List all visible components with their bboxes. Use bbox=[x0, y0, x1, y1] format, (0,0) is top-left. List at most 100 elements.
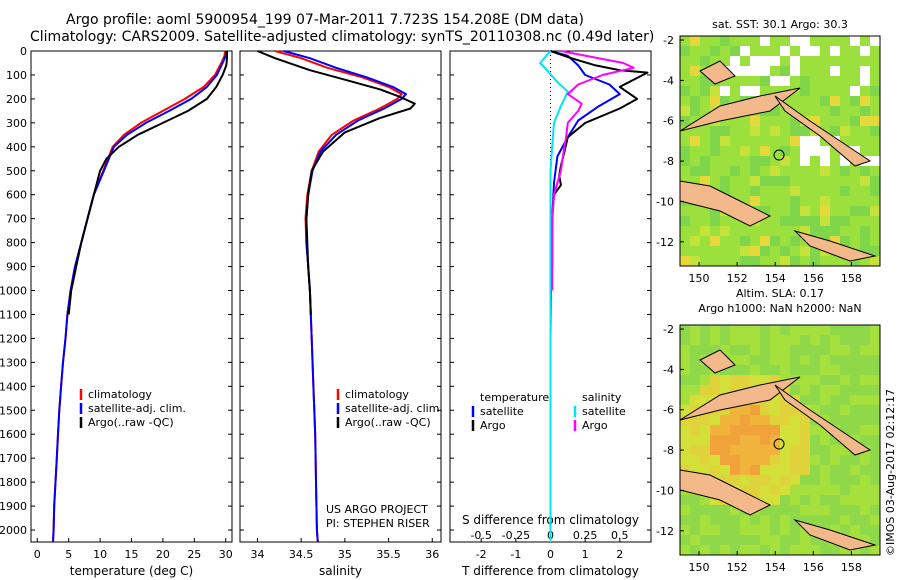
map-cell bbox=[680, 96, 690, 106]
map-cell bbox=[800, 325, 810, 335]
map-cell bbox=[790, 495, 800, 505]
map-cell bbox=[730, 156, 740, 166]
map-cell bbox=[770, 246, 780, 256]
map-cell bbox=[850, 415, 860, 425]
map-cell bbox=[700, 56, 710, 66]
map-cell bbox=[800, 46, 810, 56]
map-cell bbox=[850, 335, 860, 345]
legend-label: satellite-adj. clim. bbox=[88, 402, 186, 415]
map-cell bbox=[760, 186, 770, 196]
map-cell bbox=[870, 186, 880, 196]
map-cell bbox=[680, 66, 690, 76]
series-line-s-satellite bbox=[539, 50, 569, 542]
map-cell bbox=[870, 176, 880, 186]
map-cell bbox=[760, 545, 770, 555]
map-cell bbox=[760, 355, 770, 365]
map-cell bbox=[750, 226, 760, 236]
map-cell bbox=[860, 375, 870, 385]
map-cell bbox=[700, 246, 710, 256]
depth-tick-label: 1100 bbox=[0, 308, 27, 321]
map-cell bbox=[770, 216, 780, 226]
map-cell bbox=[730, 355, 740, 365]
map-cell bbox=[760, 335, 770, 345]
map-cell bbox=[770, 495, 780, 505]
map-cell bbox=[730, 96, 740, 106]
map-cell bbox=[740, 66, 750, 76]
map-cell bbox=[850, 196, 860, 206]
map-cell bbox=[790, 385, 800, 395]
map-cell bbox=[760, 166, 770, 176]
map-cell bbox=[700, 515, 710, 525]
map-cell bbox=[850, 515, 860, 525]
series-line-argo-raw-qc- bbox=[67, 51, 228, 315]
map-cell bbox=[750, 435, 760, 445]
map-cell bbox=[870, 36, 880, 46]
map-cell bbox=[770, 66, 780, 76]
map-cell bbox=[710, 345, 720, 355]
map-cell bbox=[760, 196, 770, 206]
map-cell bbox=[690, 166, 700, 176]
map-cell bbox=[730, 445, 740, 455]
map-cell bbox=[750, 535, 760, 545]
series-line-climatology bbox=[274, 50, 403, 543]
temperature-xtick-label: 30 bbox=[219, 548, 233, 561]
map-cell bbox=[810, 485, 820, 495]
temperature-xtick-label: 5 bbox=[65, 548, 72, 561]
map-cell bbox=[680, 355, 690, 365]
map-cell bbox=[850, 36, 860, 46]
map-cell bbox=[840, 445, 850, 455]
map-cell bbox=[860, 325, 870, 335]
map-cell bbox=[810, 146, 820, 156]
map-cell bbox=[720, 146, 730, 156]
map-cell bbox=[760, 206, 770, 216]
map-cell bbox=[710, 375, 720, 385]
map-cell bbox=[690, 256, 700, 266]
map-cell bbox=[770, 455, 780, 465]
map-cell bbox=[760, 46, 770, 56]
map-cell bbox=[870, 435, 880, 445]
map-cell bbox=[720, 465, 730, 475]
map-cell bbox=[860, 545, 870, 555]
map-cell bbox=[840, 56, 850, 66]
map-cell bbox=[740, 475, 750, 485]
map-cell bbox=[680, 435, 690, 445]
map-cell bbox=[770, 425, 780, 435]
map-cell bbox=[820, 445, 830, 455]
map-cell bbox=[700, 136, 710, 146]
map-cell bbox=[800, 206, 810, 216]
map-cell bbox=[870, 335, 880, 345]
map-cell bbox=[800, 176, 810, 186]
map-cell bbox=[850, 365, 860, 375]
map-cell bbox=[730, 166, 740, 176]
map-cell bbox=[690, 385, 700, 395]
map-cell bbox=[730, 46, 740, 56]
map-cell bbox=[770, 186, 780, 196]
map-ytick-label: -12 bbox=[656, 525, 674, 538]
map-cell bbox=[830, 355, 840, 365]
map-cell bbox=[750, 76, 760, 86]
map-cell bbox=[710, 36, 720, 46]
map-cell bbox=[710, 455, 720, 465]
map-cell bbox=[700, 216, 710, 226]
map-cell bbox=[780, 525, 790, 535]
map-xtick-label: 152 bbox=[727, 561, 748, 574]
map-cell bbox=[690, 36, 700, 46]
map-cell bbox=[730, 405, 740, 415]
map-cell bbox=[860, 46, 870, 56]
map-cell bbox=[850, 66, 860, 76]
legend-label: satellite bbox=[480, 405, 524, 418]
map-ytick-label: -6 bbox=[663, 115, 674, 128]
map-ytick-label: -10 bbox=[656, 484, 674, 497]
map-cell bbox=[820, 36, 830, 46]
map-cell bbox=[730, 425, 740, 435]
map-cell bbox=[710, 435, 720, 445]
map-cell bbox=[820, 435, 830, 445]
map-cell bbox=[870, 495, 880, 505]
series-line-satellite-adj-clim- bbox=[283, 50, 407, 543]
map-cell bbox=[720, 545, 730, 555]
map-cell bbox=[810, 435, 820, 445]
map-cell bbox=[870, 246, 880, 256]
map-cell bbox=[750, 46, 760, 56]
map-cell bbox=[790, 46, 800, 56]
